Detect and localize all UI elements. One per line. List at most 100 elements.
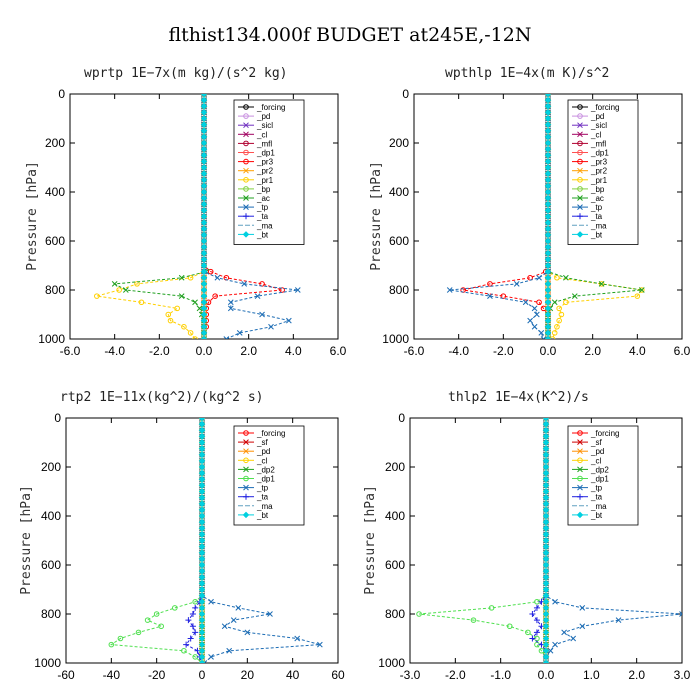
data-point — [135, 629, 142, 636]
legend-entry: _ta — [572, 493, 603, 502]
x-tick-label: 0 — [199, 668, 206, 682]
x-tick-label: 40 — [286, 668, 300, 682]
legend-marker — [577, 186, 583, 192]
panel-title: wprtp 1E−7x(m kg)/(s^2 kg) — [84, 66, 288, 81]
y-axis-label: Pressure [hPa] — [25, 161, 40, 271]
legend-label: _pr2 — [590, 167, 608, 176]
x-tick-label: 6.0 — [330, 344, 347, 358]
data-point — [531, 323, 538, 330]
legend-entry: _sicl — [238, 121, 273, 130]
legend-marker — [243, 149, 249, 156]
legend-label: _dp2 — [256, 465, 275, 474]
data-point — [487, 281, 493, 287]
data-point — [226, 647, 233, 654]
data-point — [570, 635, 577, 642]
data-point — [540, 336, 547, 339]
data-point — [187, 635, 194, 642]
legend-marker — [577, 439, 583, 445]
series-line — [419, 418, 547, 663]
data-point — [208, 654, 214, 660]
data-point — [212, 293, 218, 299]
data-point — [192, 336, 198, 339]
legend-marker — [243, 122, 249, 129]
data-point — [563, 299, 569, 306]
data-point — [235, 605, 242, 611]
legend-label: _pd — [256, 447, 270, 456]
x-tick-label: -3.0 — [400, 668, 421, 682]
data-point — [536, 274, 542, 281]
x-tick-label: -4.0 — [448, 344, 469, 358]
legend-marker — [243, 457, 249, 464]
data-point — [181, 647, 187, 654]
data-point — [198, 659, 206, 663]
legend-label: _mfl — [590, 139, 606, 148]
legend-label: _ma — [256, 221, 273, 230]
legend-label: _ac — [256, 194, 270, 203]
legend-entry: _pr2 — [572, 167, 608, 176]
y-tick-label: 200 — [45, 136, 65, 150]
legend-label: _tp — [590, 203, 603, 212]
data-point — [230, 617, 237, 623]
x-tick-label: -60 — [57, 668, 75, 682]
data-point — [189, 611, 196, 617]
panel-wpthlp: wpthlp 1E−4x(m K)/s^2 Pressure [hPa] -6.… — [369, 66, 691, 358]
data-point — [533, 617, 540, 624]
legend-marker — [243, 186, 249, 192]
x-tick-label: -2.0 — [493, 344, 514, 358]
legend-label: _sicl — [256, 121, 273, 130]
legend-marker — [243, 466, 249, 473]
legend-entry: _ma — [238, 502, 273, 511]
y-tick-label: 1000 — [382, 332, 409, 346]
data-point — [544, 335, 552, 339]
data-point — [144, 617, 151, 623]
legend-label: _mfl — [256, 139, 272, 148]
series-bt — [542, 418, 550, 663]
data-point — [94, 293, 100, 299]
data-point — [598, 281, 605, 287]
series-ac — [111, 94, 210, 339]
series-line — [109, 418, 203, 663]
legend-marker — [577, 484, 583, 491]
data-point — [134, 281, 140, 287]
x-tick-label: -2.0 — [445, 668, 466, 682]
legend-entry: _ma — [238, 221, 273, 230]
legend-entry: _tp — [238, 484, 269, 493]
x-tick-label: 4.0 — [285, 344, 302, 358]
data-point — [189, 623, 196, 630]
x-tick-label: 20 — [241, 668, 255, 682]
legend-marker — [577, 448, 583, 455]
x-tick-label: -40 — [103, 668, 121, 682]
panel-thlp2: thlp2 1E−4x(K^2)/s Pressure [hPa] -3.0 -2… — [363, 390, 691, 682]
legend-label: _dp2 — [590, 465, 609, 474]
legend-box — [233, 99, 305, 245]
data-point — [579, 623, 586, 630]
data-point — [547, 647, 554, 654]
data-point — [111, 281, 118, 287]
legend-marker — [243, 448, 249, 455]
legend-label: _pr3 — [590, 158, 608, 167]
legend-label: _forcing — [590, 429, 619, 438]
legend: _forcing_pd_sicl_cl_mfl_dp1_pr3_pr2_pr1_… — [233, 99, 305, 245]
legend-entry: _dp2 — [238, 465, 275, 474]
legend-label: _bp — [590, 185, 605, 194]
legend-label: _ac — [590, 194, 604, 203]
legend-entry: _forcing — [572, 103, 619, 112]
series-bt — [544, 94, 552, 339]
x-tick-label: 0.0 — [196, 344, 213, 358]
y-tick-label: 400 — [389, 185, 409, 199]
legend-label: _forcing — [256, 429, 285, 438]
legend-marker — [576, 511, 584, 519]
legend-marker — [243, 213, 249, 220]
legend-entry: _ma — [572, 221, 607, 230]
legend-label: _ma — [590, 221, 607, 230]
series-line — [113, 94, 207, 339]
y-tick-label: 0 — [398, 411, 405, 425]
legend-entry: _pr3 — [238, 158, 274, 167]
series-line — [462, 94, 549, 339]
data-point — [513, 281, 520, 287]
data-point — [108, 641, 115, 648]
legend-label: _tp — [590, 484, 603, 493]
data-point — [638, 287, 645, 293]
legend-entry: _forcing — [572, 429, 619, 438]
legend-box — [567, 99, 639, 245]
